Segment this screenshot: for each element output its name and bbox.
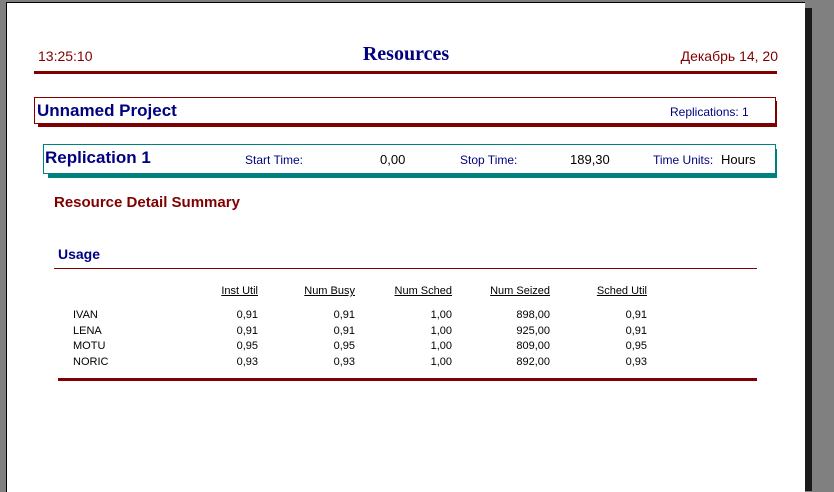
report-date: Декабрь 14, 20 <box>680 48 778 64</box>
time-units-label: Time Units: <box>653 153 714 167</box>
replications-label-text: Replications: <box>670 105 739 119</box>
table-cell: 1,00 <box>430 355 452 368</box>
row-name: MOTU <box>73 340 106 352</box>
report-title: Resources <box>362 43 450 65</box>
start-time-label: Start Time: <box>245 153 304 167</box>
table-cell: 925,00 <box>516 324 550 337</box>
table-cell: 892,00 <box>516 355 550 368</box>
table-bottom-divider <box>58 378 757 381</box>
section-title: Resource Detail Summary <box>54 194 240 211</box>
table-cell: 0,91 <box>625 309 647 321</box>
table-cell: 809,00 <box>516 340 550 352</box>
table-cell: 1,00 <box>430 324 452 337</box>
project-name: Unnamed Project <box>37 101 177 120</box>
column-header: Inst Util <box>221 285 258 297</box>
header-divider <box>34 71 777 74</box>
table-cell: 0,95 <box>236 340 258 352</box>
row-name: NORIC <box>73 355 109 368</box>
table-cell: 0,91 <box>236 309 258 321</box>
table-cell: 0,91 <box>333 324 355 337</box>
row-name: IVAN <box>73 309 98 321</box>
report-page <box>6 2 805 492</box>
table-cell: 1,00 <box>430 309 452 321</box>
project-box <box>34 97 776 124</box>
replications-label: Replications: 1 <box>670 105 749 119</box>
column-header: Num Sched <box>394 285 452 297</box>
table-cell: 898,00 <box>516 309 550 321</box>
column-header: Num Seized <box>490 285 550 297</box>
stop-time-value: 189,30 <box>570 152 610 167</box>
table-cell: 0,95 <box>625 340 647 352</box>
table-cell: 0,91 <box>625 324 647 337</box>
table-cell: 1,00 <box>430 340 452 352</box>
stop-time-label: Stop Time: <box>460 153 518 167</box>
table-cell: 0,93 <box>625 355 647 368</box>
usage-title: Usage <box>58 246 101 262</box>
page-shadow <box>805 8 812 491</box>
row-name: LENA <box>73 324 102 337</box>
column-header: Sched Util <box>596 285 647 297</box>
report-time: 13:25:10 <box>38 48 93 64</box>
time-units-value: Hours <box>721 152 756 167</box>
table-cell: 0,91 <box>333 309 355 321</box>
table-cell: 0,95 <box>333 340 355 352</box>
column-header: Num Busy <box>304 285 355 297</box>
start-time-value: 0,00 <box>380 152 406 167</box>
replication-name: Replication 1 <box>45 148 151 167</box>
table-cell: 0,91 <box>236 324 258 337</box>
table-cell: 0,93 <box>236 355 258 368</box>
usage-divider <box>54 268 757 269</box>
table-cell: 0,93 <box>333 355 355 368</box>
replication-box <box>43 144 776 174</box>
replications-value: 1 <box>742 105 749 119</box>
